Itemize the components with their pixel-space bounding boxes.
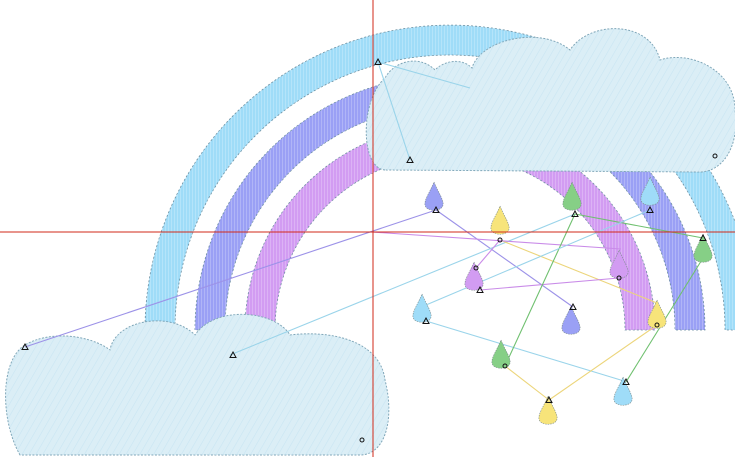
start-marker-icon [476, 285, 484, 293]
jump-stitch [425, 320, 625, 382]
raindrop [491, 339, 511, 369]
start-marker-icon [422, 316, 430, 324]
start-marker-icon [622, 377, 630, 385]
raindrop [538, 395, 558, 425]
raindrop [424, 181, 444, 211]
raindrop [609, 249, 629, 279]
jump-stitch [24, 209, 437, 348]
jump-stitch [371, 231, 622, 250]
end-marker-icon [497, 237, 503, 243]
cloud-top-right [365, 28, 735, 173]
raindrop [640, 176, 660, 206]
jump-stitch [377, 61, 471, 89]
start-marker-icon [699, 233, 707, 241]
start-marker-icon [545, 395, 553, 403]
end-marker-icon [502, 363, 508, 369]
jump-stitch [499, 239, 658, 304]
start-marker-icon [571, 209, 579, 217]
jump-stitch [574, 213, 704, 239]
jump-stitch [229, 213, 576, 356]
start-marker-icon [432, 205, 440, 213]
jump-stitch [475, 239, 501, 269]
raindrop [693, 233, 713, 263]
end-marker-icon [654, 322, 660, 328]
jump-stitch-lines [24, 61, 704, 401]
start-marker-icon [569, 302, 577, 310]
end-marker-icon [359, 437, 365, 443]
jump-stitch [435, 209, 574, 308]
raindrop [490, 205, 510, 235]
cloud-bottom-left [5, 313, 390, 456]
end-marker-icon [473, 265, 479, 271]
jump-stitch [479, 277, 620, 291]
raindrops [21, 57, 718, 443]
end-marker-icon [616, 275, 622, 281]
start-marker-icon [406, 155, 414, 163]
jump-stitch [504, 213, 576, 367]
raindrop [561, 305, 581, 335]
start-marker-icon [646, 205, 654, 213]
end-marker-icon [712, 153, 718, 159]
start-marker-icon [374, 57, 382, 65]
raindrop [412, 293, 432, 323]
start-marker-icon [21, 342, 29, 350]
jump-stitch [425, 209, 651, 306]
raindrop [647, 299, 667, 329]
raindrop [562, 181, 582, 211]
raindrop [613, 376, 633, 406]
start-marker-icon [229, 350, 237, 358]
jump-stitch [504, 365, 550, 401]
jump-stitch [377, 61, 411, 161]
jump-stitch [548, 324, 658, 401]
raindrop [464, 261, 484, 291]
